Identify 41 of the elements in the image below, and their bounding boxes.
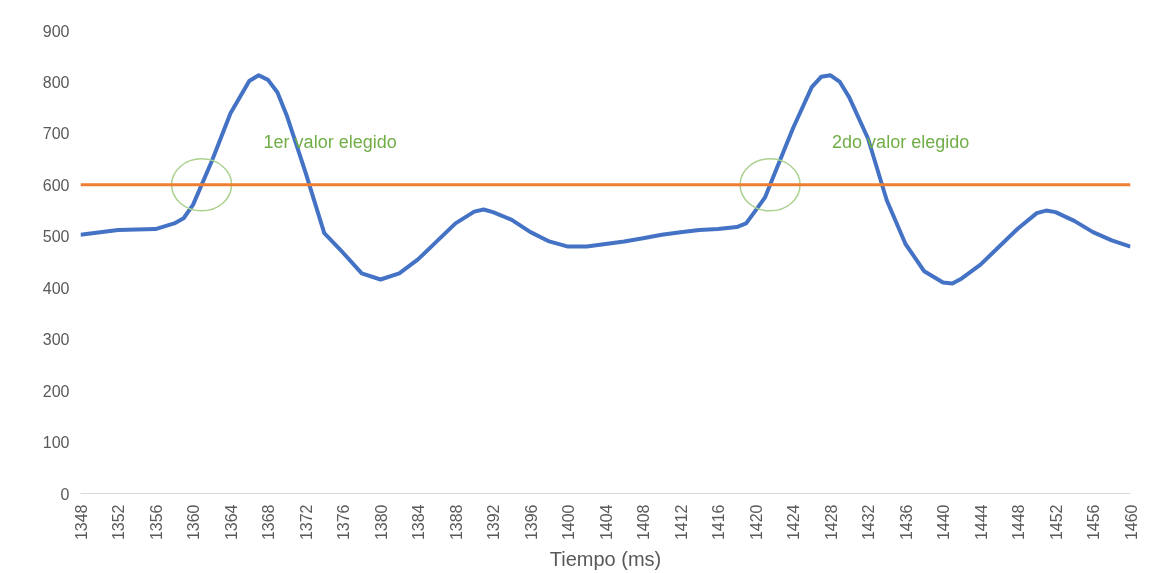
x-tick-label: 1384 — [410, 504, 427, 541]
y-tick-label: 800 — [42, 73, 70, 91]
x-tick-label: 1424 — [785, 504, 802, 541]
x-tick-label: 1360 — [185, 504, 202, 541]
x-tick-label: 1364 — [222, 504, 240, 541]
x-tick-label: 1388 — [447, 504, 465, 541]
x-tick-label: 1396 — [522, 504, 540, 541]
x-tick-label: 1392 — [485, 504, 502, 541]
x-tick-label: 1400 — [560, 504, 577, 541]
x-tick-label: 1456 — [1085, 504, 1102, 541]
x-tick-label: 1368 — [260, 504, 277, 541]
x-tick-label: 1372 — [297, 504, 315, 541]
x-tick-label: 1448 — [1010, 504, 1027, 541]
x-tick-label: 1408 — [635, 504, 652, 541]
line-series — [80, 73, 1131, 286]
x-tick-label: 1412 — [672, 504, 690, 541]
y-tick-label: 200 — [42, 382, 70, 400]
y-tick-label: 500 — [42, 228, 70, 246]
y-tick-label: 900 — [42, 22, 70, 40]
x-tick-label: 1404 — [597, 504, 615, 541]
y-tick-label: 0 — [60, 485, 70, 503]
x-tick-label: 1428 — [822, 504, 840, 541]
x-tick-label: 1348 — [72, 504, 90, 541]
x-tick-label: 1352 — [110, 504, 127, 541]
x-tick-label: 1420 — [747, 504, 765, 541]
x-axis-title: Tiempo (ms) — [549, 548, 662, 571]
y-tick-label: 700 — [42, 125, 70, 143]
y-tick-label: 100 — [42, 434, 70, 452]
x-tick-label: 1440 — [935, 504, 952, 541]
x-tick-label: 1356 — [147, 504, 165, 541]
x-tick-label: 1380 — [372, 504, 390, 541]
y-tick-label: 300 — [42, 331, 70, 349]
x-tick-label: 1444 — [972, 504, 990, 541]
x-tick-label: 1460 — [1122, 504, 1140, 541]
x-tick-label: 1416 — [710, 504, 727, 541]
x-tick-label: 1432 — [860, 504, 877, 541]
x-tick-label: 1436 — [897, 504, 915, 541]
y-tick-label: 400 — [42, 279, 70, 297]
x-tick-label: 1452 — [1047, 504, 1065, 541]
y-tick-label: 600 — [42, 176, 70, 194]
x-tick-label: 1376 — [335, 504, 352, 541]
